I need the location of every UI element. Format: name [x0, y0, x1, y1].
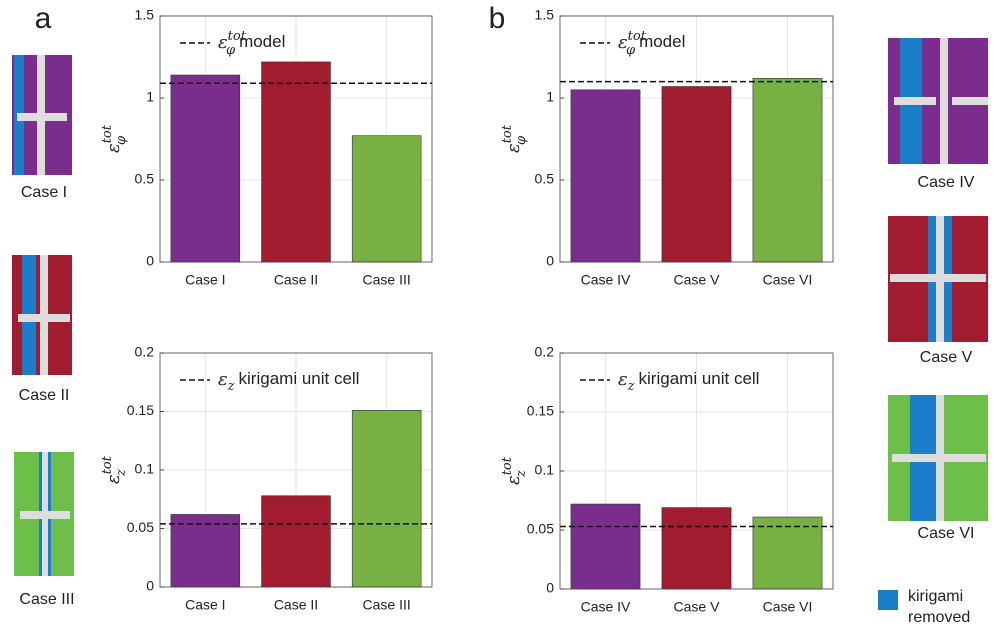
y-tick-label: 1.5: [135, 7, 155, 23]
math-subscript: φ: [114, 135, 129, 145]
y-tick-label: 0.05: [527, 521, 554, 537]
x-tick-label: Case IV: [581, 272, 631, 288]
math-subscript: φ: [226, 43, 236, 58]
x-tick-label: Case III: [363, 597, 411, 613]
case-label: Case VI: [918, 525, 975, 542]
bar: [170, 74, 241, 263]
y-tick-label: 0.15: [127, 402, 154, 418]
legend-label: εz kirigami unit cell: [218, 369, 359, 394]
math-subscript: φ: [626, 43, 636, 58]
axes-box: [559, 15, 834, 263]
legend-label: εz kirigami unit cell: [618, 369, 759, 394]
bar: [752, 516, 823, 590]
case-label: Case V: [920, 349, 973, 366]
axes-box: [159, 15, 433, 263]
math-subscript: z: [114, 469, 129, 477]
math-symbol: ε: [503, 143, 524, 153]
bar: [570, 503, 641, 590]
bar: [752, 78, 823, 263]
case-label: Case II: [19, 387, 70, 404]
y-axis-label: εtotz: [500, 456, 529, 485]
y-axis-label: εtotz: [100, 455, 129, 484]
bar: [261, 495, 331, 588]
legend-text: removed: [908, 609, 970, 626]
math-superscript: tot: [500, 456, 515, 475]
panel-label: a: [35, 2, 52, 35]
legend-text: kirigami unit cell: [239, 369, 360, 388]
y-tick-label: 0.5: [135, 171, 155, 187]
math-superscript: tot: [228, 29, 247, 44]
legend-label: εtot φ model: [618, 29, 685, 58]
y-tick-label: 0: [146, 253, 154, 269]
y-tick-label: 0.15: [527, 403, 554, 419]
x-tick-label: Case V: [674, 272, 721, 288]
math-subscript: z: [227, 379, 235, 394]
math-superscript: tot: [100, 455, 115, 474]
x-tick-label: Case III: [363, 272, 411, 288]
case-label: Case III: [19, 591, 74, 608]
y-tick-label: 0.2: [135, 344, 155, 360]
y-tick-label: 0.05: [127, 519, 154, 535]
y-tick-label: 0: [146, 578, 154, 594]
bar: [351, 135, 422, 263]
math-subscript: φ: [514, 135, 529, 145]
x-tick-label: Case VI: [763, 599, 813, 615]
math-symbol: ε: [218, 32, 228, 53]
math-superscript: tot: [100, 124, 115, 143]
panel-label: b: [489, 2, 506, 35]
bar: [661, 507, 732, 590]
legend-label: εtot φ model: [218, 29, 285, 58]
y-axis-label: εtotφ: [500, 124, 529, 153]
legend-text: kirigami: [908, 588, 963, 605]
math-symbol: ε: [103, 474, 124, 484]
case-label: Case IV: [918, 174, 975, 191]
x-tick-label: Case IV: [581, 599, 631, 615]
math-superscript: tot: [500, 124, 515, 143]
y-tick-label: 0: [546, 253, 554, 269]
math-symbol: ε: [618, 32, 628, 53]
case-label: Case I: [21, 184, 67, 201]
illustration: [12, 38, 988, 576]
math-superscript: tot: [628, 29, 647, 44]
x-tick-label: Case I: [185, 272, 225, 288]
bar: [351, 410, 422, 588]
y-tick-label: 1: [146, 89, 154, 105]
y-tick-label: 0.1: [535, 462, 555, 478]
y-tick-label: 1: [546, 89, 554, 105]
x-tick-label: Case I: [185, 597, 225, 613]
y-tick-label: 0.5: [535, 171, 555, 187]
y-tick-label: 0.2: [535, 344, 555, 360]
axes-box: [559, 352, 834, 590]
y-tick-label: 0.1: [135, 461, 155, 477]
math-symbol: ε: [218, 369, 228, 390]
bar: [170, 514, 241, 588]
x-tick-label: Case V: [674, 599, 721, 615]
bar: [261, 61, 331, 263]
legend-text: kirigami unit cell: [639, 369, 760, 388]
legend-text: model: [239, 32, 285, 51]
math-symbol: ε: [618, 369, 628, 390]
legend-text: model: [639, 32, 685, 51]
math-subscript: z: [627, 379, 635, 394]
legend-swatch: [878, 590, 898, 610]
y-axis-label: εtotφ: [100, 124, 129, 153]
y-tick-label: 0: [546, 580, 554, 596]
x-tick-label: Case VI: [763, 272, 813, 288]
x-tick-label: Case II: [274, 597, 318, 613]
math-subscript: z: [514, 470, 529, 478]
bar: [661, 86, 732, 263]
bar: [570, 89, 641, 263]
math-symbol: ε: [103, 143, 124, 153]
y-tick-label: 1.5: [535, 7, 555, 23]
math-symbol: ε: [503, 475, 524, 485]
x-tick-label: Case II: [274, 272, 318, 288]
axes-box: [159, 352, 433, 588]
